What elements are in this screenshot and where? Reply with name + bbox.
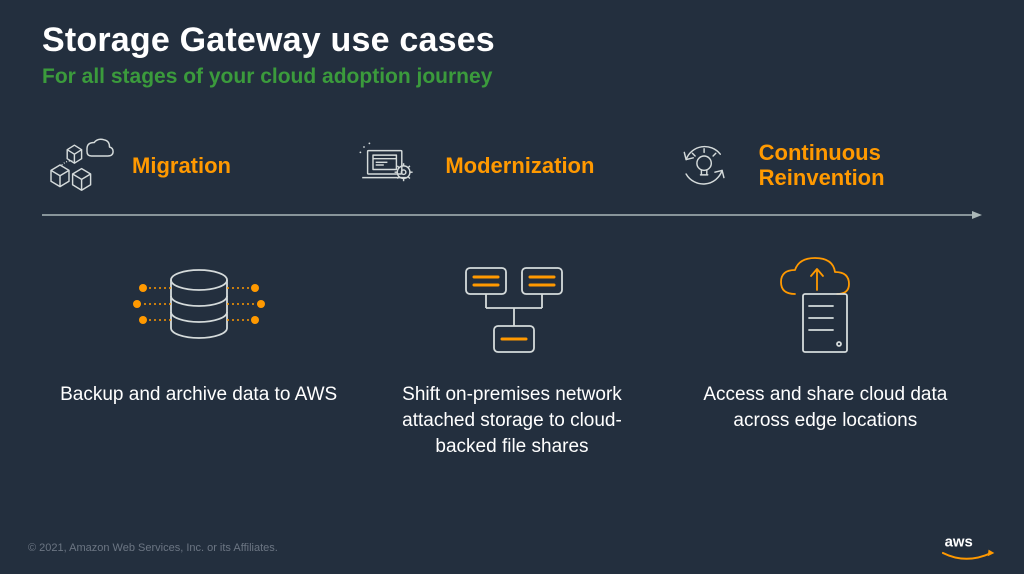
usecase-desc: Access and share cloud data across edge …: [685, 382, 965, 433]
stage-label: Modernization: [445, 153, 594, 178]
stage-migration: Migration: [42, 135, 355, 195]
backup-db-icon: [119, 254, 279, 364]
footer: © 2021, Amazon Web Services, Inc. or its…: [0, 528, 1024, 574]
stages-row: Migration: [42, 135, 982, 195]
usecase-desc: Shift on-premises network attached stora…: [372, 382, 652, 459]
usecases-row: Backup and archive data to AWS: [42, 254, 982, 459]
stage-reinvention: Continuous Reinvention: [669, 135, 982, 195]
slide-subtitle: For all stages of your cloud adoption jo…: [42, 65, 982, 89]
migration-icon: [42, 135, 114, 195]
aws-logo: aws: [938, 531, 996, 565]
timeline-arrow: [42, 209, 982, 221]
usecase-nas: Shift on-premises network attached stora…: [355, 254, 668, 459]
stage-label: Migration: [132, 153, 231, 178]
reinvention-icon: [669, 135, 741, 195]
copyright-text: © 2021, Amazon Web Services, Inc. or its…: [28, 542, 278, 554]
usecase-edge: Access and share cloud data across edge …: [669, 254, 982, 459]
usecase-desc: Backup and archive data to AWS: [60, 382, 337, 408]
slide: Storage Gateway use cases For all stages…: [0, 0, 1024, 574]
nas-cloud-icon: [432, 254, 592, 364]
usecase-backup: Backup and archive data to AWS: [42, 254, 355, 459]
modernization-icon: [355, 135, 427, 195]
aws-logo-text: aws: [945, 534, 973, 550]
stage-modernization: Modernization: [355, 135, 668, 195]
slide-title: Storage Gateway use cases: [42, 22, 982, 59]
edge-cloud-icon: [745, 254, 905, 364]
stage-label: Continuous Reinvention: [759, 140, 885, 191]
